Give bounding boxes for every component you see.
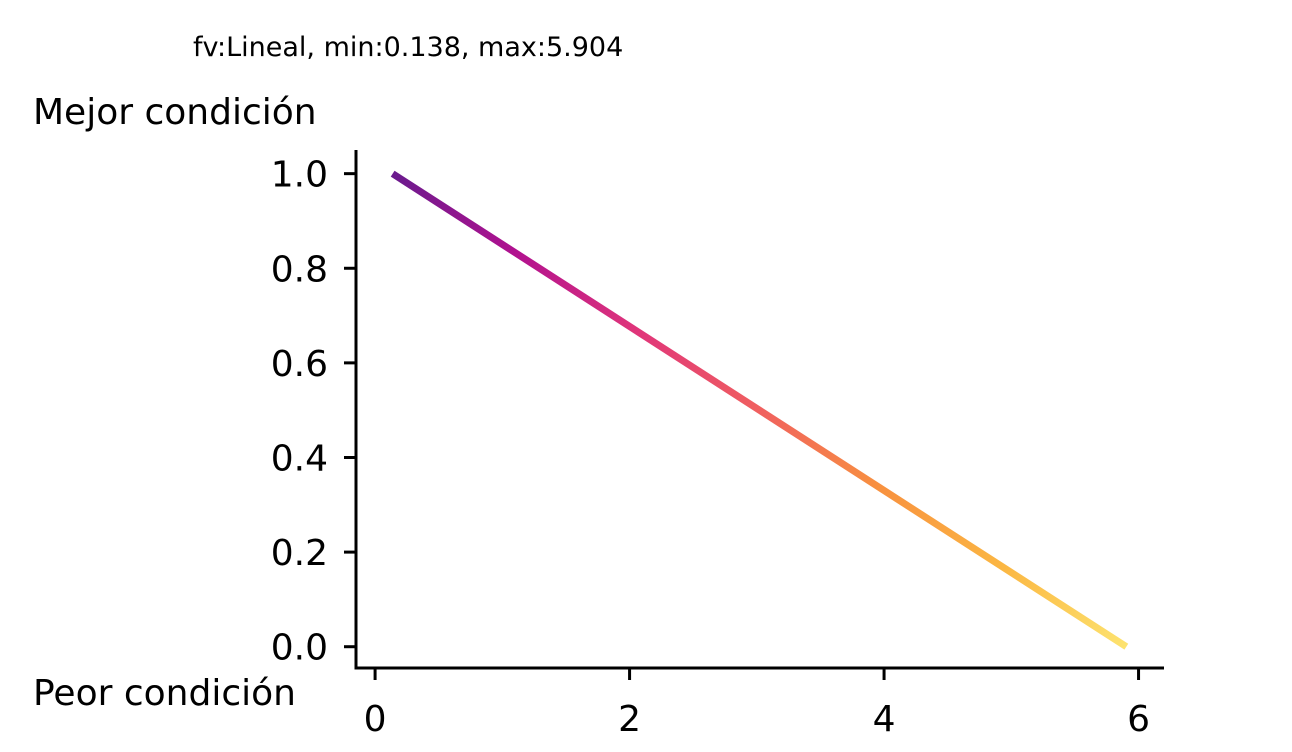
y-tick-label: 0.2	[271, 533, 328, 574]
chart-title: fv:Lineal, min:0.138, max:5.904	[193, 32, 623, 63]
y-tick-label: 0.6	[271, 344, 328, 385]
x-tick-label: 0	[364, 699, 387, 740]
y-tick-label: 0.0	[271, 628, 328, 669]
x-tick-label: 4	[873, 699, 896, 740]
worst-condition-label: Peor condición	[33, 673, 296, 714]
y-tick-label: 0.4	[271, 438, 328, 479]
x-tick-label: 6	[1127, 699, 1150, 740]
best-condition-label: Mejor condición	[33, 92, 317, 133]
series-line	[390, 170, 1129, 650]
y-tick-label: 1.0	[271, 155, 328, 196]
x-axis-ticks: 0 2 4 6	[364, 668, 1150, 740]
y-axis-ticks: 0.0 0.2 0.4 0.6 0.8 1.0	[271, 155, 356, 669]
y-tick-label: 0.8	[271, 249, 328, 290]
x-tick-label: 2	[618, 699, 641, 740]
